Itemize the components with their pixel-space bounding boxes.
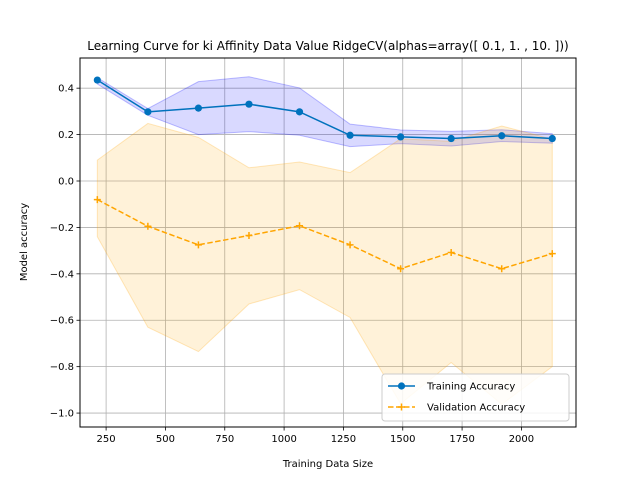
legend-frame: [381, 373, 570, 422]
y-tick-label: 0.4: [58, 84, 74, 95]
x-axis-ticks: 250 500 750 1000 1250 1500 1750 2000: [97, 427, 534, 445]
x-tick-label: 1500: [390, 434, 415, 445]
y-tick-label: −0.8: [50, 362, 74, 373]
confidence-band-validation: [96, 122, 553, 405]
data-point: [498, 132, 506, 140]
data-point: [346, 241, 354, 249]
confidence-band-training: [96, 76, 553, 148]
data-point: [144, 108, 152, 116]
y-axis-ticks: −1.0 −0.8 −0.6 −0.4 −0.2 0.0 0.2 0.4: [50, 84, 80, 420]
legend-label: Training Accuracy: [426, 382, 515, 393]
data-point: [397, 265, 405, 273]
x-tick-label: 1250: [331, 434, 356, 445]
data-point: [245, 100, 253, 108]
y-tick-label: −0.2: [50, 223, 74, 234]
chart-title: Learning Curve for ki Affinity Data Valu…: [87, 39, 568, 53]
y-tick-label: 0.2: [58, 130, 74, 141]
series-line-training: [96, 79, 553, 140]
y-tick-label: −0.4: [50, 269, 74, 280]
data-point: [295, 108, 304, 116]
legend-marker: [398, 403, 405, 411]
series-lines: [93, 76, 556, 273]
plot-frame: [79, 57, 577, 428]
data-point: [498, 265, 506, 273]
data-point: [245, 232, 253, 240]
data-point: [93, 196, 101, 204]
data-point: [548, 134, 556, 143]
data-point: [296, 222, 304, 230]
y-tick-label: −0.6: [50, 316, 74, 327]
data-point: [194, 241, 202, 249]
x-tick-label: 500: [156, 434, 175, 445]
data-point: [93, 76, 101, 84]
data-point: [144, 222, 152, 230]
data-point: [447, 248, 455, 256]
y-tick-label: 0.0: [58, 177, 74, 188]
series-line-validation: [96, 198, 553, 270]
confidence-bands: [96, 76, 553, 405]
x-tick-label: 1750: [449, 434, 474, 445]
x-axis-label: Training Data Size: [282, 459, 373, 470]
legend: Training Accuracy Validation Accuracy: [381, 373, 570, 422]
data-point: [548, 250, 556, 258]
x-tick-label: 2000: [509, 434, 534, 445]
x-tick-label: 250: [97, 434, 116, 445]
x-tick-label: 750: [215, 434, 234, 445]
legend-label: Validation Accuracy: [427, 403, 525, 414]
data-point: [194, 104, 203, 112]
legend-entries: Training Accuracy Validation Accuracy: [388, 382, 525, 414]
legend-marker: [397, 382, 406, 390]
data-point: [447, 134, 455, 143]
x-tick-label: 1000: [271, 434, 296, 445]
data-point: [346, 131, 354, 139]
data-point: [397, 133, 405, 141]
y-tick-label: −1.0: [50, 409, 74, 420]
y-axis-label: Model accuracy: [19, 203, 30, 281]
